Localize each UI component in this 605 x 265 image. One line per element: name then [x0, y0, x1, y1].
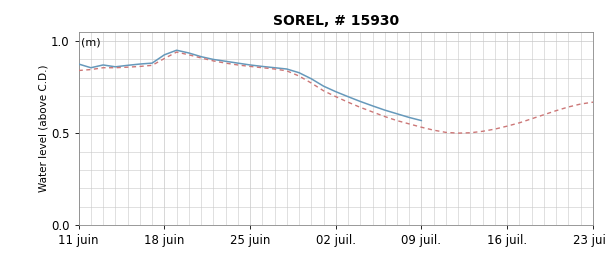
Text: (m): (m)	[81, 38, 101, 48]
Y-axis label: Water level (above C.D.): Water level (above C.D.)	[38, 65, 48, 192]
Title: SOREL, # 15930: SOREL, # 15930	[273, 14, 399, 28]
